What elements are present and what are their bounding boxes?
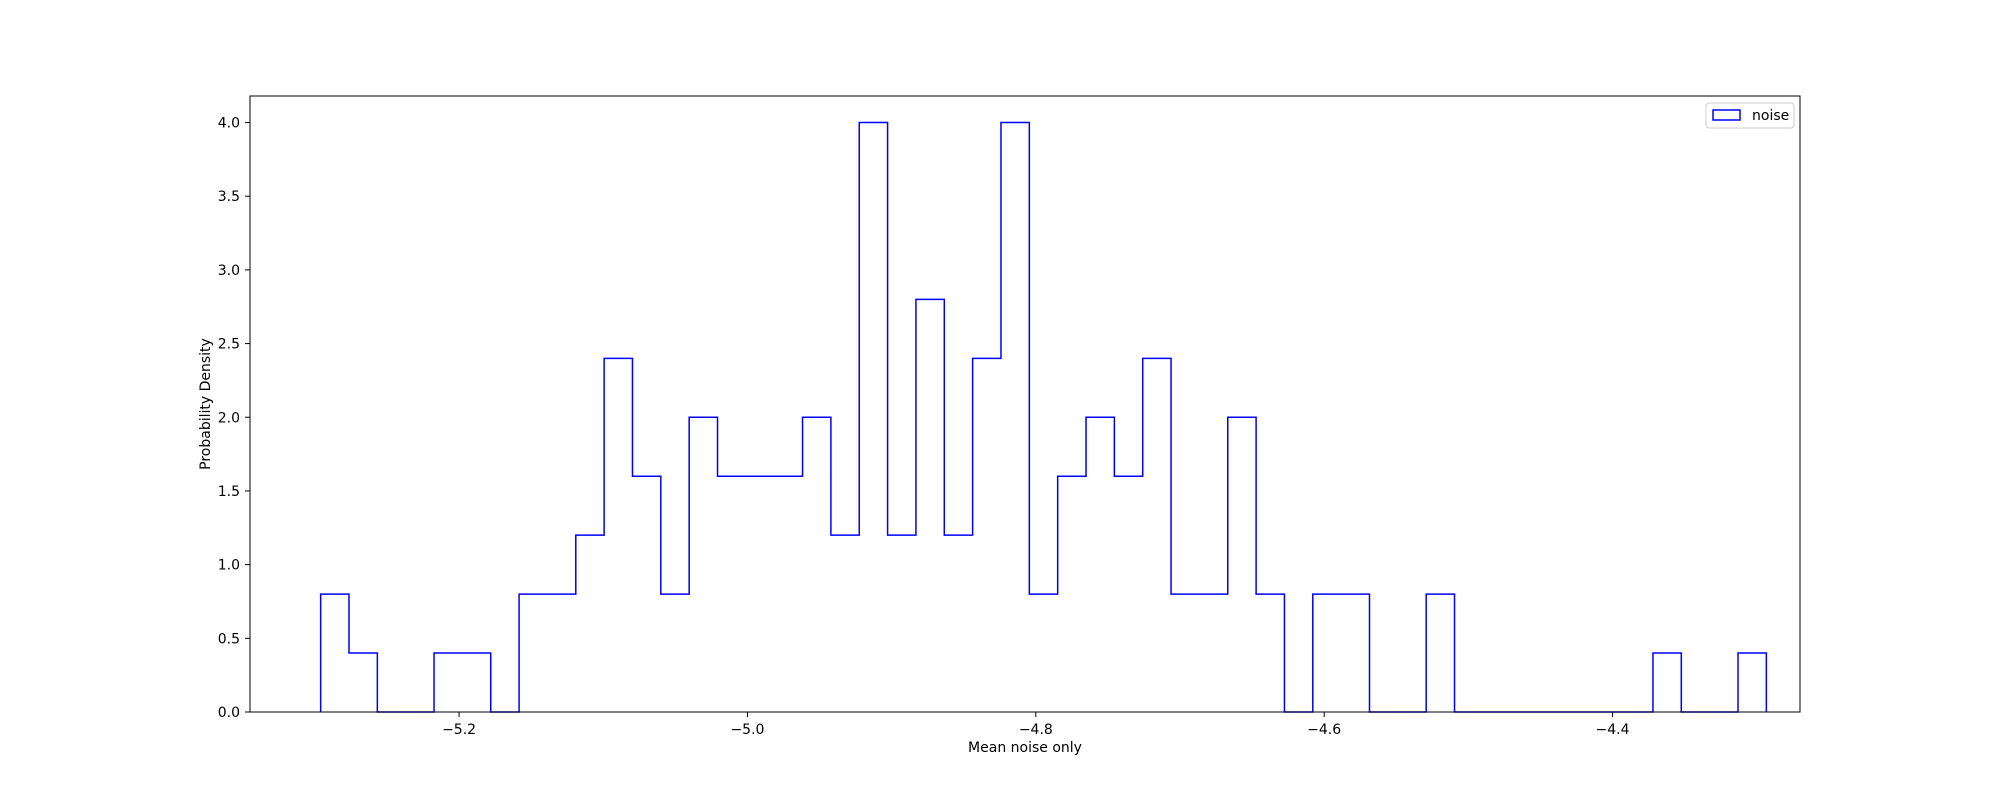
histogram-bin	[689, 417, 717, 712]
histogram-bin	[1426, 594, 1454, 712]
y-tick-label: 3.5	[218, 189, 240, 205]
histogram-bin	[1143, 358, 1171, 712]
x-tick-label: −4.6	[1307, 722, 1341, 738]
histogram-bin	[1313, 594, 1341, 712]
y-tick-label: 2.0	[218, 410, 240, 426]
histogram-bin	[888, 535, 916, 712]
legend-swatch-noise	[1712, 109, 1741, 121]
x-tick-label: −5.2	[442, 722, 476, 738]
histogram-bin	[1114, 476, 1142, 712]
histogram-bin	[1653, 653, 1681, 712]
x-axis-label: Mean noise only	[968, 740, 1082, 756]
histogram-step-outline	[319, 121, 1768, 713]
histogram-bin	[519, 594, 547, 712]
histogram-bin	[916, 299, 944, 712]
histogram-bin	[604, 358, 632, 712]
histogram-bins	[321, 123, 1767, 712]
histogram-bin	[944, 535, 972, 712]
histogram-bin	[859, 123, 887, 712]
histogram-bin	[803, 417, 831, 712]
legend-label-noise: noise	[1752, 108, 1789, 124]
plot-area-frame	[249, 95, 1801, 713]
x-tick-label: −4.8	[1019, 722, 1053, 738]
histogram-bin	[1058, 476, 1086, 712]
y-tick-label: 0.0	[218, 705, 240, 721]
histogram-bin	[1086, 417, 1114, 712]
x-tick-label: −5.0	[730, 722, 764, 738]
histogram-bin	[746, 476, 774, 712]
histogram-bin	[1228, 417, 1256, 712]
histogram-bin	[661, 594, 689, 712]
x-tick-label: −4.4	[1596, 722, 1630, 738]
histogram-bin	[1738, 653, 1766, 712]
y-tick-label: 1.5	[218, 484, 240, 500]
histogram-bin	[718, 476, 746, 712]
histogram-bin	[434, 653, 462, 712]
y-tick-label: 1.0	[218, 558, 240, 574]
y-axis-label: Probability Density	[198, 338, 214, 470]
x-axis-ticks: −5.2 −5.0 −4.8 −4.6 −4.4	[442, 712, 1630, 738]
y-axis-ticks: 0.0 0.5 1.0 1.5 2.0 2.5 3.0 3.5 4.0	[218, 116, 250, 721]
y-tick-label: 0.5	[218, 631, 240, 647]
histogram-bin	[632, 476, 660, 712]
y-tick-label: 4.0	[218, 116, 240, 132]
histogram-bin	[1029, 594, 1057, 712]
histogram-bin	[1341, 594, 1369, 712]
histogram-bin	[321, 594, 349, 712]
histogram-bin	[774, 476, 802, 712]
y-tick-label: 3.0	[218, 263, 240, 279]
histogram-bin	[831, 535, 859, 712]
histogram-bin	[1199, 594, 1227, 712]
histogram-bin	[973, 358, 1001, 712]
histogram-bin	[1001, 123, 1029, 712]
histogram-bin	[547, 594, 575, 712]
legend: noise	[1705, 102, 1795, 129]
histogram-bin	[1171, 594, 1199, 712]
histogram-bin	[576, 535, 604, 712]
histogram-bin	[349, 653, 377, 712]
y-tick-label: 2.5	[218, 337, 240, 353]
histogram-bin	[1256, 594, 1284, 712]
histogram-bin	[462, 653, 490, 712]
